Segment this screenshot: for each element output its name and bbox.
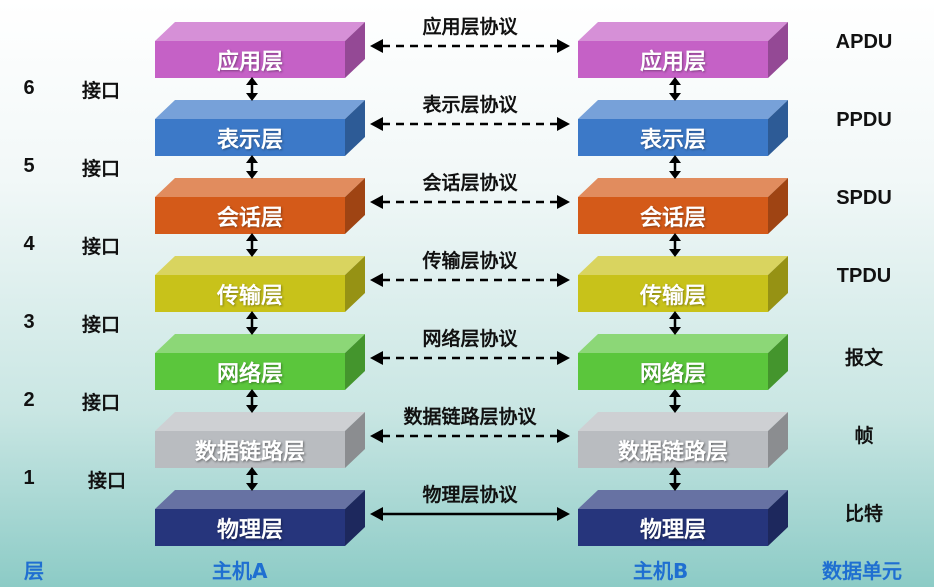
layer-name-b-application: 应用层	[639, 48, 706, 75]
layer-name-a-network: 网络层	[216, 360, 283, 387]
pdu-label-transport: TPDU	[836, 265, 892, 287]
pdu-label-physical: 比特	[844, 503, 883, 525]
interface-label-3: 接口	[82, 314, 121, 336]
layer-name-b-transport: 传输层	[639, 282, 706, 309]
protocol-arrow-physical	[370, 507, 570, 521]
layer-block-a-physical: 物理层	[155, 490, 365, 546]
pdu-label-network: 报文	[844, 347, 883, 369]
layer-block-a-session: 会话层	[155, 178, 365, 234]
layer-block-b-application: 应用层	[578, 22, 788, 78]
layer-name-a-physical: 物理层	[216, 516, 283, 543]
footer-host-a-label: 主机A	[212, 559, 268, 583]
layer-name-b-physical: 物理层	[639, 516, 706, 543]
interface-number-2: 2	[23, 389, 35, 411]
protocol-arrow-presentation	[370, 117, 570, 131]
pdu-label-presentation: PPDU	[836, 109, 892, 131]
protocol-label-network: 网络层协议	[422, 328, 518, 350]
layer-block-a-presentation: 表示层	[155, 100, 365, 156]
interface-arrow-b-3	[669, 311, 681, 335]
protocol-arrow-session	[370, 195, 570, 209]
pdu-label-application: APDU	[835, 31, 893, 53]
protocol-label-datalink: 数据链路层协议	[403, 406, 537, 428]
protocol-label-transport: 传输层协议	[422, 250, 518, 272]
protocol-arrow-transport	[370, 273, 570, 287]
layer-block-a-application: 应用层	[155, 22, 365, 78]
layer-name-b-presentation: 表示层	[639, 126, 706, 153]
layer-block-b-datalink: 数据链路层	[578, 412, 788, 468]
layer-block-a-transport: 传输层	[155, 256, 365, 312]
interface-number-6: 6	[23, 77, 35, 99]
layer-block-b-network: 网络层	[578, 334, 788, 390]
interface-label-2: 接口	[82, 392, 121, 414]
layer-name-a-application: 应用层	[216, 48, 283, 75]
protocol-label-physical: 物理层协议	[422, 484, 518, 506]
interface-arrow-a-4	[246, 233, 258, 257]
pdu-label-datalink: 帧	[854, 425, 874, 447]
interface-number-5: 5	[23, 155, 35, 177]
protocol-arrow-network	[370, 351, 570, 365]
interface-arrow-a-2	[246, 389, 258, 413]
interface-number-4: 4	[23, 233, 35, 255]
footer-host-b-label: 主机B	[633, 559, 689, 583]
interface-number-3: 3	[23, 311, 35, 333]
interface-arrow-b-6	[669, 77, 681, 101]
protocol-arrow-datalink	[370, 429, 570, 443]
layer-block-b-physical: 物理层	[578, 490, 788, 546]
layer-block-b-transport: 传输层	[578, 256, 788, 312]
interface-arrow-b-1	[669, 467, 681, 491]
interface-label-4: 接口	[82, 236, 121, 258]
interface-number-1: 1	[23, 467, 35, 489]
pdu-label-session: SPDU	[836, 187, 892, 209]
interface-label-6: 接口	[82, 80, 121, 102]
protocol-label-session: 会话层协议	[422, 172, 518, 194]
layer-block-a-datalink: 数据链路层	[155, 412, 365, 468]
protocol-label-application: 应用层协议	[422, 16, 518, 38]
layer-name-a-transport: 传输层	[216, 282, 283, 309]
layer-block-b-presentation: 表示层	[578, 100, 788, 156]
interface-arrow-a-5	[246, 155, 258, 179]
protocol-arrow-application	[370, 39, 570, 53]
layer-name-a-presentation: 表示层	[216, 126, 283, 153]
protocol-label-presentation: 表示层协议	[422, 94, 518, 116]
layer-name-b-session: 会话层	[639, 204, 706, 231]
interface-label-5: 接口	[82, 158, 121, 180]
interface-arrow-a-3	[246, 311, 258, 335]
footer-data-unit-label: 数据单元	[822, 559, 902, 583]
layer-name-b-datalink: 数据链路层	[617, 438, 728, 465]
interface-arrow-b-4	[669, 233, 681, 257]
interface-arrow-a-6	[246, 77, 258, 101]
layer-block-b-session: 会话层	[578, 178, 788, 234]
layer-name-a-session: 会话层	[216, 204, 283, 231]
layer-name-a-datalink: 数据链路层	[194, 438, 305, 465]
interface-label-1: 接口	[88, 470, 127, 492]
interface-arrow-b-2	[669, 389, 681, 413]
layer-block-a-network: 网络层	[155, 334, 365, 390]
footer-layer-label: 层	[24, 559, 44, 583]
interface-arrow-b-5	[669, 155, 681, 179]
interface-arrow-a-1	[246, 467, 258, 491]
layer-name-b-network: 网络层	[639, 360, 706, 387]
